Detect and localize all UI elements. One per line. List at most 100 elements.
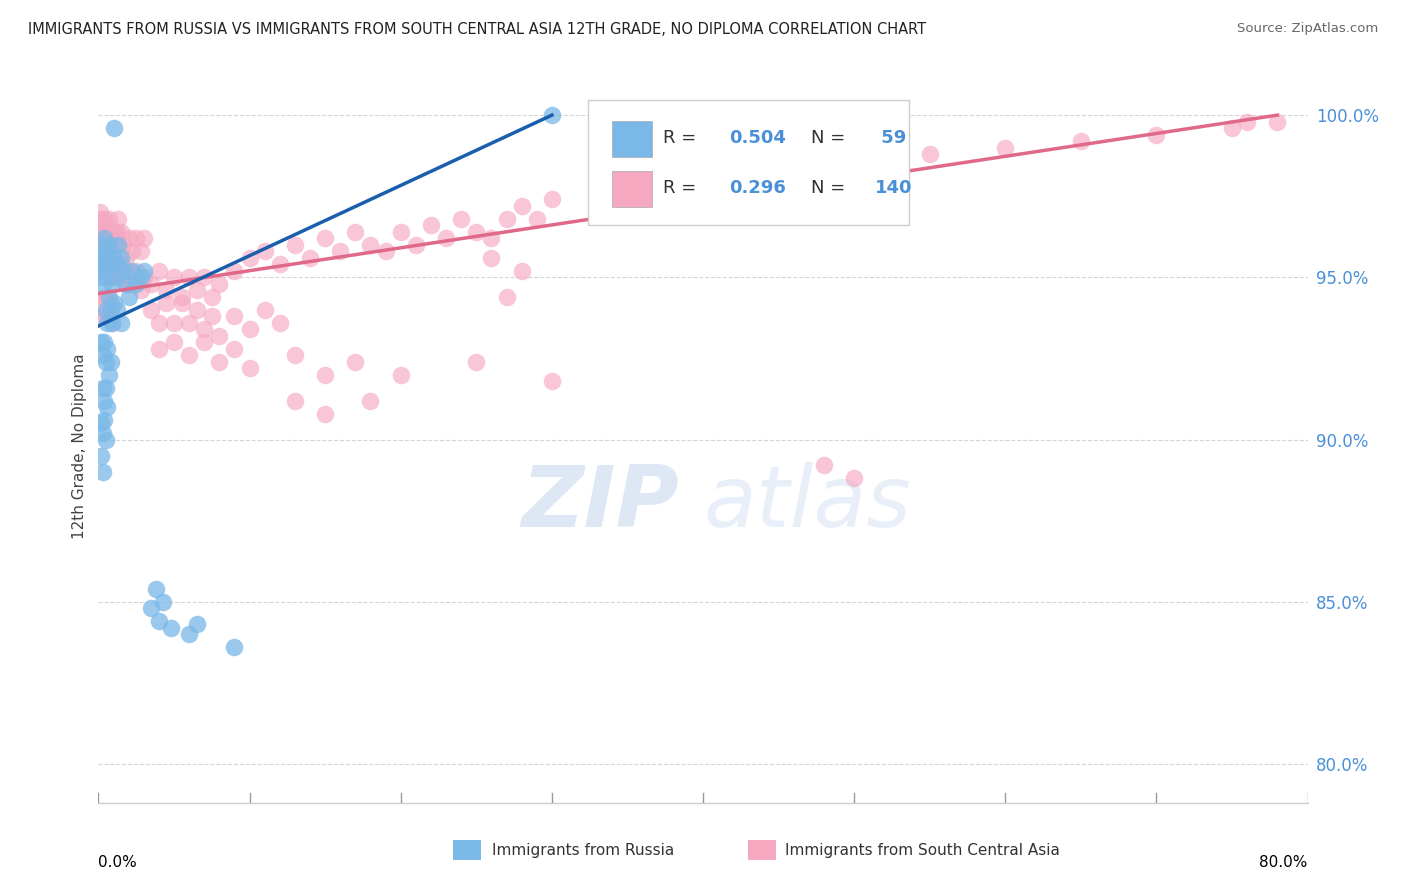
Point <box>96 400 118 414</box>
Point <box>177 270 201 285</box>
Point <box>90 296 112 310</box>
Point <box>110 316 132 330</box>
Text: 140: 140 <box>875 178 912 196</box>
Point <box>141 277 163 291</box>
Point <box>239 361 262 376</box>
Point <box>103 121 125 136</box>
Point <box>94 257 117 271</box>
Text: 80.0%: 80.0% <box>1260 855 1308 870</box>
Point <box>269 316 291 330</box>
Point <box>118 231 141 245</box>
Point <box>105 270 128 285</box>
Point <box>107 238 129 252</box>
Point <box>299 251 322 265</box>
Point <box>844 153 866 168</box>
Point <box>768 167 790 181</box>
Point <box>239 322 262 336</box>
Point <box>193 335 215 350</box>
Point <box>94 381 117 395</box>
Point <box>103 251 125 265</box>
Point <box>118 290 141 304</box>
Point <box>813 458 835 473</box>
Point <box>91 219 114 233</box>
Point <box>253 302 276 317</box>
Point <box>93 393 115 408</box>
Point <box>121 264 143 278</box>
Point <box>96 316 118 330</box>
Point <box>91 465 114 479</box>
Point <box>91 257 114 271</box>
Text: Source: ZipAtlas.com: Source: ZipAtlas.com <box>1237 22 1378 36</box>
Point <box>163 316 186 330</box>
Point <box>170 290 193 304</box>
Point <box>91 254 114 268</box>
Point <box>160 621 183 635</box>
Text: Immigrants from Russia: Immigrants from Russia <box>492 843 675 857</box>
Point <box>132 231 155 245</box>
Point <box>132 264 155 278</box>
Point <box>224 640 246 654</box>
Point <box>110 225 132 239</box>
Point <box>152 595 174 609</box>
FancyBboxPatch shape <box>612 171 652 207</box>
Point <box>118 264 141 278</box>
Point <box>284 238 307 252</box>
Point <box>101 244 124 259</box>
Point <box>208 328 231 343</box>
Point <box>540 374 562 388</box>
Point <box>98 290 121 304</box>
Point <box>201 290 224 304</box>
Point <box>1265 114 1288 128</box>
Point <box>94 310 117 324</box>
Point <box>93 231 115 245</box>
Point <box>100 354 122 368</box>
Point <box>405 238 427 252</box>
Point <box>186 617 208 632</box>
Point <box>125 264 148 278</box>
Point <box>314 368 336 382</box>
Text: 59: 59 <box>875 128 905 146</box>
Point <box>434 231 457 245</box>
Point <box>90 251 112 265</box>
Point <box>91 310 114 324</box>
Point <box>96 342 118 356</box>
Text: R =: R = <box>664 178 702 196</box>
Point <box>239 251 262 265</box>
Point <box>90 225 112 239</box>
Text: 0.504: 0.504 <box>730 128 786 146</box>
Point <box>91 277 114 291</box>
Point <box>132 270 155 285</box>
Point <box>89 238 111 252</box>
Point <box>90 417 112 431</box>
Point <box>104 238 127 252</box>
Point <box>94 251 117 265</box>
Point <box>844 471 866 485</box>
Point <box>90 270 112 285</box>
Point <box>96 270 118 285</box>
Point <box>94 302 117 317</box>
Point <box>201 310 224 324</box>
Point <box>1144 128 1167 142</box>
Text: N =: N = <box>811 128 851 146</box>
Point <box>94 433 117 447</box>
Text: ZIP: ZIP <box>522 461 679 545</box>
Point <box>93 290 115 304</box>
Point <box>93 264 115 278</box>
Point <box>465 354 488 368</box>
Point <box>129 244 152 259</box>
Point <box>103 225 125 239</box>
Point <box>661 186 683 200</box>
Point <box>540 108 562 122</box>
Point <box>465 225 488 239</box>
Point <box>93 413 115 427</box>
Point <box>269 257 291 271</box>
Point <box>110 251 132 265</box>
Point <box>495 211 517 226</box>
Point <box>101 316 124 330</box>
Point <box>344 354 367 368</box>
Point <box>994 140 1017 154</box>
Point <box>104 270 127 285</box>
Point <box>114 277 136 291</box>
Point <box>224 342 246 356</box>
Point <box>129 283 152 297</box>
